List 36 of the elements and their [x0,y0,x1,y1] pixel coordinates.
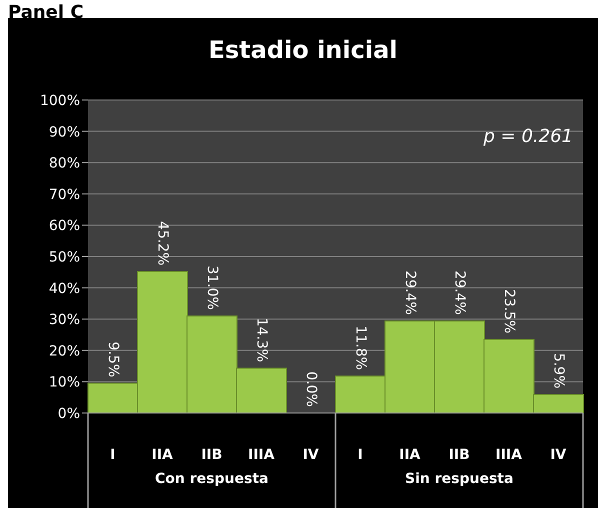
data-label: 11.8% [352,326,368,370]
y-tick-label: 80% [48,156,80,172]
x-tick-label: I [110,447,116,463]
annotation: p = 0.261 [484,126,573,147]
y-tick-label: 0% [58,406,80,422]
x-tick-label: IV [550,447,566,463]
y-tick-label: 60% [48,218,80,234]
data-label: 45.2% [154,221,170,266]
data-label: 31.0% [204,265,220,310]
x-tick-label: IIA [152,447,174,463]
y-tick-label: 40% [48,280,80,297]
text: Sin respuesta [404,471,514,487]
y-tick-label: 20% [48,343,80,360]
text: Con respuesta [154,471,270,487]
data-label: 0.0% [303,371,319,407]
data-label: 29.4% [402,270,418,315]
data-label: 9.5% [105,342,121,378]
x-tick-label: I [358,447,363,463]
x-tick-label: IIB [448,447,470,463]
data-label: 5.9% [550,352,566,389]
y-tick-label: 90% [48,124,80,140]
data-label: 23.5% [501,288,517,334]
x-tick-label: IV [302,447,319,463]
chart-title: Estadio inicial [208,36,398,64]
y-tick-label: 100% [40,92,80,109]
y-tick-label: 70% [48,186,80,203]
text: Panel C [8,2,85,23]
x-tick-label: IIB [201,447,222,463]
x-tick-label: IIIA [248,447,275,463]
y-tick-label: 10% [48,374,80,391]
x-tick-label: IIA [399,447,421,463]
x-tick-label: IIIA [496,447,522,463]
y-tick-label: 50% [48,249,80,266]
data-label: 14.3% [254,318,270,362]
data-label: 29.4% [452,270,468,315]
y-tick-label: 30% [48,312,80,328]
